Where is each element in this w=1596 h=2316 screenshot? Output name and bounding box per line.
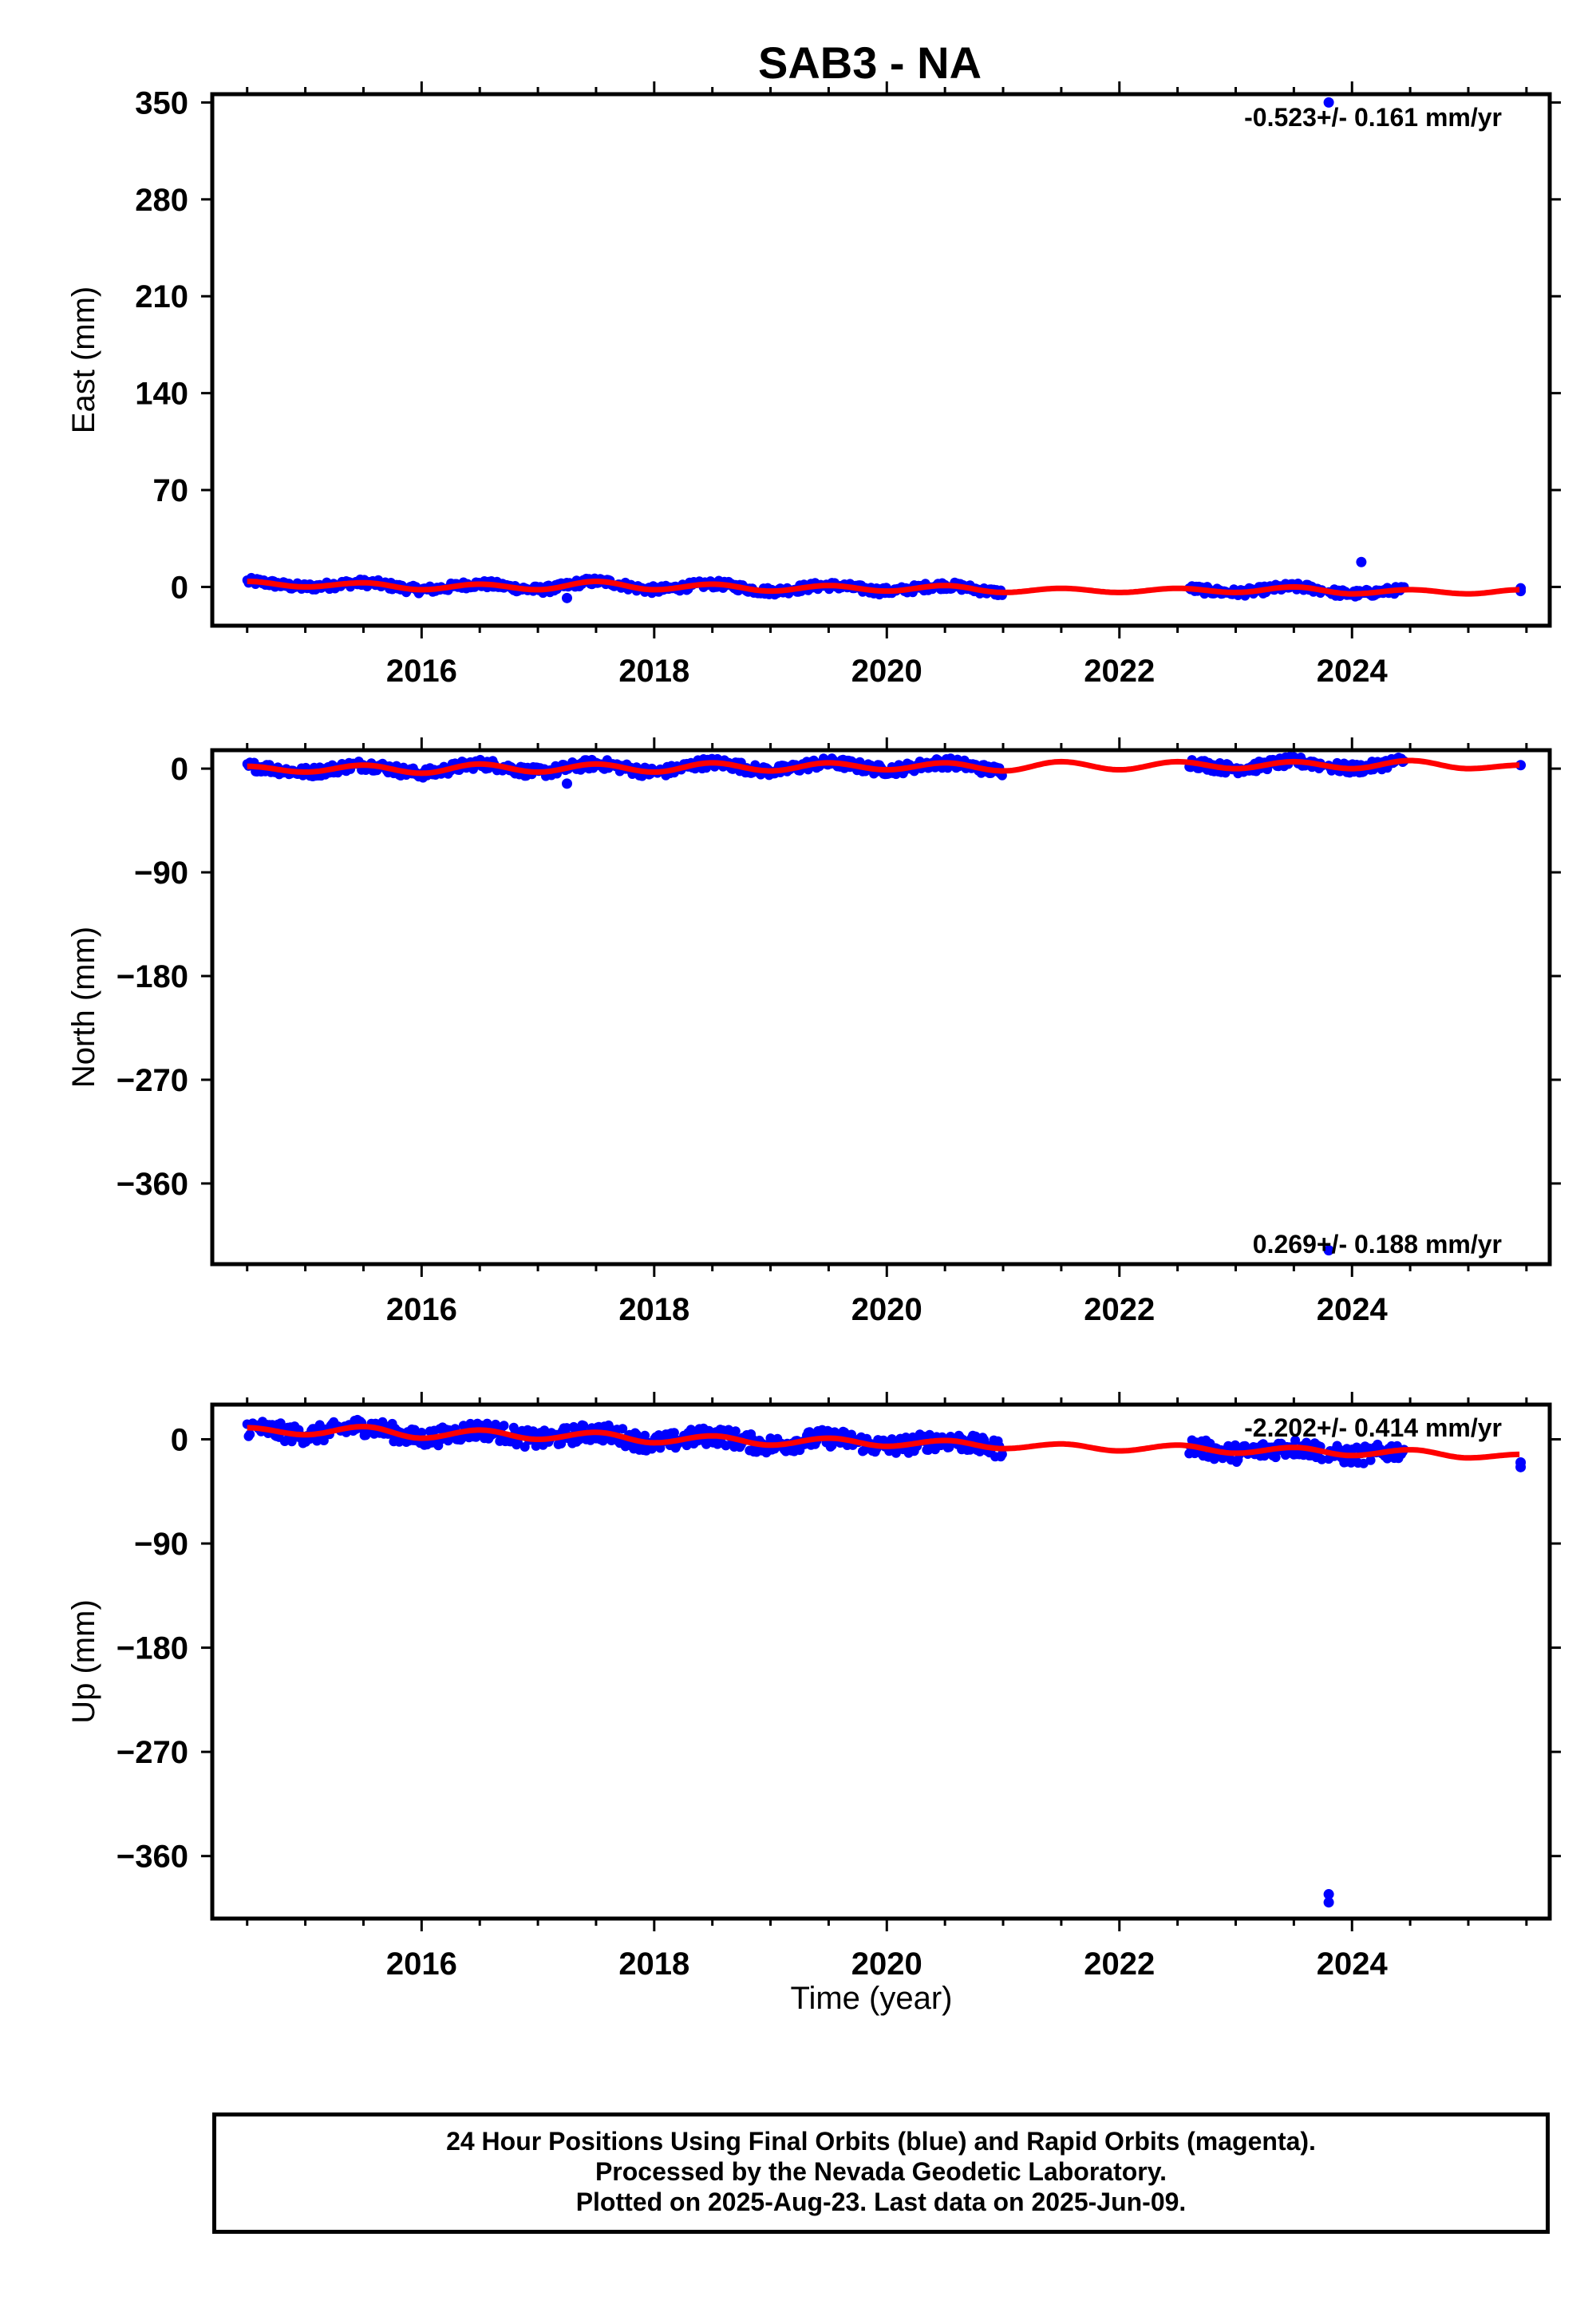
x-tick-label: 2020 <box>851 1946 922 1982</box>
y-tick-label: −360 <box>117 1167 188 1202</box>
y-tick-label: 140 <box>135 377 188 412</box>
footer-line-2: Processed by the Nevada Geodetic Laborat… <box>595 2157 1167 2186</box>
y-tick-label: −90 <box>134 856 188 891</box>
x-tick-label: 2018 <box>618 1946 689 1982</box>
y-tick-label: −180 <box>117 1631 188 1666</box>
y-tick-label: 0 <box>171 570 188 605</box>
plot-frame <box>210 748 1552 1267</box>
data-point <box>245 1429 255 1440</box>
data-point <box>513 1437 523 1448</box>
y-tick-label: 280 <box>135 183 188 218</box>
y-tick-label: 0 <box>171 1423 188 1458</box>
plot-frame <box>210 1402 1552 1921</box>
data-point <box>1317 1454 1327 1464</box>
panel-1: 0 70 140 210 280 350 2016 2018 2020 2022 2024 East … <box>66 81 1561 689</box>
x-tick-label: 2024 <box>1317 1946 1389 1982</box>
y-axis-label: Up (mm) <box>66 1599 101 1724</box>
data-point <box>579 1421 589 1431</box>
panel-2: 0 −90 −180 −270 −360 2016 2018 2020 2022 2024 Nort… <box>66 737 1561 1327</box>
model-fit-line <box>247 757 1520 777</box>
model-fit-line <box>247 579 1520 597</box>
outlier-point <box>1323 1245 1334 1256</box>
x-tick-label: 2016 <box>386 654 457 689</box>
plot-area <box>242 1414 1527 1908</box>
data-point <box>562 1423 572 1433</box>
data-point <box>730 1426 741 1437</box>
outlier-point <box>1323 1889 1334 1900</box>
x-axis-label: Time (year) <box>791 1981 953 2016</box>
data-point <box>1290 1435 1301 1445</box>
x-tick-label: 2016 <box>386 1946 457 1982</box>
data-series-daily <box>242 97 1527 603</box>
x-tick-label: 2022 <box>1084 654 1155 689</box>
y-tick-label: −90 <box>134 1527 188 1562</box>
x-tick-label: 2020 <box>851 654 922 689</box>
outlier-point <box>1323 1897 1334 1908</box>
data-point <box>1365 1455 1376 1465</box>
data-series-daily <box>242 1414 1527 1908</box>
y-tick-label: −270 <box>117 1735 188 1770</box>
data-point <box>1270 1452 1281 1463</box>
x-tick-label: 2024 <box>1317 654 1389 689</box>
outlier-point <box>1356 556 1367 567</box>
data-point <box>575 1434 584 1445</box>
data-point <box>997 1449 1007 1460</box>
velocity-annotation: 0.269+/- 0.188 mm/yr <box>1253 1230 1502 1259</box>
plot-area <box>242 97 1527 603</box>
y-tick-label: −360 <box>117 1840 188 1875</box>
y-tick-label: −180 <box>117 959 188 994</box>
data-point <box>721 1441 731 1451</box>
data-point <box>556 1438 567 1448</box>
data-point <box>499 1421 509 1431</box>
footer-line-3: Plotted on 2025-Aug-23. Last data on 202… <box>575 2188 1187 2216</box>
y-tick-label: 210 <box>135 279 188 314</box>
velocity-annotation: -2.202+/- 0.414 mm/yr <box>1244 1413 1502 1442</box>
x-tick-label: 2024 <box>1317 1292 1389 1327</box>
data-point <box>970 1431 981 1441</box>
y-tick-label: 0 <box>171 752 188 787</box>
y-tick-label: 70 <box>153 473 189 508</box>
velocity-annotation: -0.523+/- 0.161 mm/yr <box>1244 103 1502 132</box>
data-point <box>318 1436 329 1445</box>
chart-title: SAB3 - NA <box>758 38 982 88</box>
outlier-point <box>1515 1461 1527 1472</box>
panel-3: 0 −90 −180 −270 −360 2016 2018 2020 2022 2024 Up (… <box>66 1392 1561 1982</box>
plot-frame <box>210 92 1552 628</box>
x-tick-label: 2018 <box>618 1292 689 1327</box>
outlier-point <box>562 592 573 603</box>
data-point <box>827 1441 837 1451</box>
outlier-point <box>562 778 573 789</box>
y-tick-label: 350 <box>135 85 188 121</box>
x-tick-label: 2018 <box>618 654 689 689</box>
x-tick-label: 2022 <box>1084 1292 1155 1327</box>
outlier-point <box>1323 97 1334 108</box>
footer-caption: 24 Hour Positions Using Final Orbits (bl… <box>212 2112 1550 2234</box>
y-axis-label: North (mm) <box>66 927 101 1088</box>
plot-area <box>242 752 1527 1256</box>
x-tick-label: 2020 <box>851 1292 922 1327</box>
data-point <box>669 1428 679 1438</box>
x-tick-label: 2022 <box>1084 1946 1155 1982</box>
panels: 0 70 140 210 280 350 2016 2018 2020 2022 2024 East … <box>66 81 1561 1982</box>
x-tick-label: 2016 <box>386 1292 457 1327</box>
data-point <box>618 1424 628 1434</box>
data-series-daily <box>242 752 1527 1256</box>
y-tick-label: −270 <box>117 1063 188 1098</box>
model-fit-line <box>247 1424 1520 1461</box>
y-axis-label: East (mm) <box>66 287 101 433</box>
footer-line-1: 24 Hour Positions Using Final Orbits (bl… <box>446 2127 1316 2156</box>
